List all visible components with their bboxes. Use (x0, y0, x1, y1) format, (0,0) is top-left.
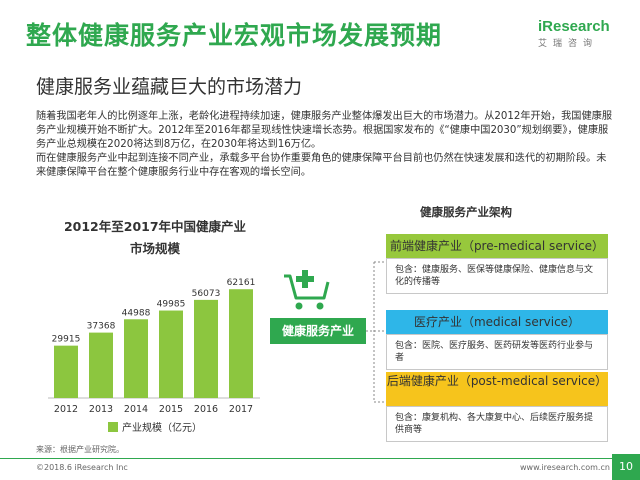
page-title: 整体健康服务产业宏观市场发展预期 (26, 21, 443, 50)
body-text: 随着我国老年人的比例逐年上涨，老龄化进程持续加速，健康服务产业整体爆发出巨大的市… (36, 110, 616, 180)
chart-title: 2012年至2017年中国健康产业 市场规模 (40, 216, 270, 260)
medical-header: 医疗产业（medical service） (386, 310, 608, 334)
x-tick-2017: 2017 (229, 404, 253, 415)
chart-title-line-1: 2012年至2017年中国健康产业 (63, 219, 247, 234)
data-label-2013: 37368 (87, 322, 116, 332)
medical-body: 包含：医院、医疗服务、医药研发等医药行业参与者 (386, 334, 608, 370)
page-subtitle: 健康服务业蕴藏巨大的市场潜力 (36, 76, 303, 98)
x-tick-2015: 2015 (159, 404, 183, 415)
post-medical-header: 后端健康产业（post-medical service） (386, 372, 608, 406)
bar-2016 (194, 299, 218, 398)
logo-chinese-name: 艾瑞咨询 (538, 39, 599, 49)
page-number: 10 (612, 454, 640, 480)
pre-medical-header: 前端健康产业（pre-medical service） (386, 234, 608, 258)
post-medical-box: 后端健康产业（post-medical service） 包含：康复机构、各大康… (386, 372, 608, 442)
x-tick-2013: 2013 (89, 404, 113, 415)
legend-label: 产业规模（亿元） (122, 421, 202, 434)
footer-divider (0, 458, 620, 459)
x-tick-2012: 2012 (54, 404, 78, 415)
data-label-2017: 62161 (227, 278, 256, 288)
data-label-2016: 56073 (192, 289, 221, 299)
x-tick-2016: 2016 (194, 404, 218, 415)
pre-medical-body: 包含：健康服务、医保等健康保险、健康信息与文化的传播等 (386, 258, 608, 294)
source-note: 来源：根据产业研究院。 (36, 445, 124, 454)
website-link[interactable]: www.iresearch.com.cn (520, 463, 610, 472)
iresearch-logo: iResearch 艾瑞咨询 (538, 18, 618, 66)
data-label-2015: 49985 (157, 300, 186, 310)
bar-2012 (54, 345, 78, 398)
data-label-2012: 29915 (52, 335, 81, 345)
bar-2017 (229, 289, 253, 398)
bar-2013 (89, 332, 113, 398)
architecture-title: 健康服务产业架构 (420, 205, 512, 219)
legend-swatch (108, 422, 118, 432)
bar-2014 (124, 319, 148, 398)
bar-2015 (159, 310, 183, 398)
medical-box: 医疗产业（medical service） 包含：医院、医疗服务、医药研发等医药… (386, 310, 608, 370)
data-label-2014: 44988 (122, 308, 151, 318)
core-industry-label: 健康服务产业 (270, 318, 366, 344)
chart-title-line-2: 市场规模 (129, 241, 180, 256)
medical-cart-icon (284, 270, 330, 310)
x-tick-2014: 2014 (124, 404, 148, 415)
paragraph-1: 随着我国老年人的比例逐年上涨，老龄化进程持续加速，健康服务产业整体爆发出巨大的市… (36, 111, 613, 150)
copyright: ©2018.6 iResearch Inc (36, 463, 128, 472)
pre-medical-box: 前端健康产业（pre-medical service） 包含：健康服务、医保等健… (386, 234, 608, 294)
market-size-bar-chart: 29915 2012 37368 2013 44988 2014 49985 2015 5607… (48, 278, 260, 434)
post-medical-body: 包含：康复机构、各大康复中心、后续医疗服务提供商等 (386, 406, 608, 442)
logo-brand: iResearch (538, 18, 610, 35)
paragraph-2: 而在健康服务产业中起到连接不同产业，承载多平台协作重要角色的健康保障平台目前也仍… (36, 153, 607, 178)
